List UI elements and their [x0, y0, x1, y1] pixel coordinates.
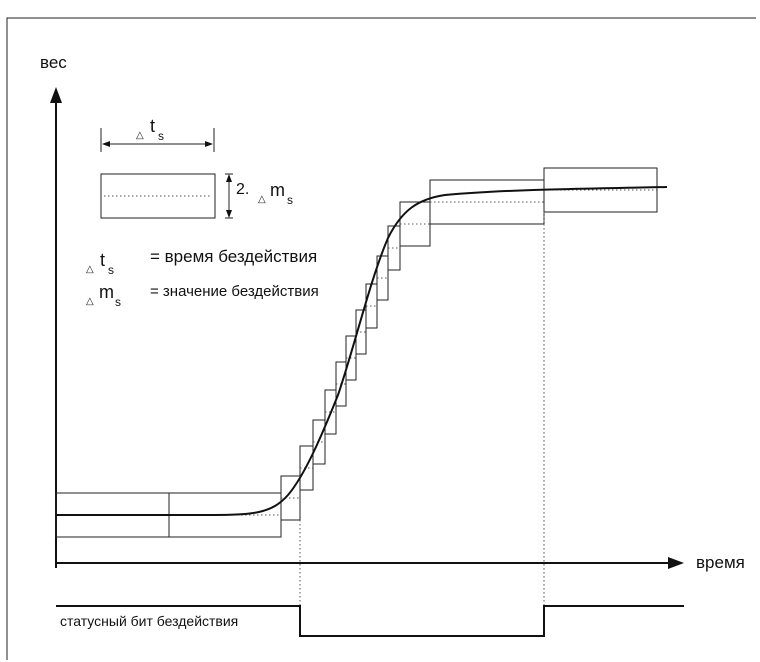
status-bit-signal — [56, 605, 684, 637]
legend-definition-m: △ m s = значение бездействия — [86, 282, 319, 309]
y-axis-arrow — [50, 87, 62, 103]
x-axis-arrow — [668, 557, 684, 569]
legend-two-factor: 2. — [236, 181, 249, 198]
legend-definition-t: △ t s = время бездействия — [86, 247, 317, 277]
legend-t-letter-2: t — [100, 250, 105, 270]
standstill-window-boxes — [55, 167, 658, 538]
legend-delta-icon-2: △ — [258, 194, 266, 205]
legend-delta-m-dimension: 2. △ m s — [225, 173, 293, 219]
legend-delta-icon-4: △ — [86, 296, 94, 307]
legend-delta-t-dimension: △ t s — [100, 116, 215, 152]
legend-m-letter: m — [270, 180, 285, 200]
legend-t-subscript: s — [158, 129, 164, 143]
legend-m-definition: = значение бездействия — [150, 283, 319, 300]
y-axis-label: вес — [40, 53, 67, 72]
legend-delta-icon: △ — [136, 130, 144, 141]
x-axis-label: время — [696, 553, 745, 572]
legend-m-letter-2: m — [99, 282, 114, 302]
weight-curve — [56, 186, 668, 516]
legend-m-subscript: s — [287, 193, 293, 207]
outer-frame-border — [6, 17, 756, 660]
legend-t-definition: = время бездействия — [150, 247, 317, 266]
legend-m-subscript-2: s — [115, 295, 121, 309]
legend-t-subscript-2: s — [108, 263, 114, 277]
legend-delta-icon-3: △ — [86, 264, 94, 275]
legend-t-letter: t — [150, 116, 155, 136]
status-bit-label: статусный бит бездействия — [60, 613, 238, 629]
legend-band-box — [100, 173, 216, 219]
